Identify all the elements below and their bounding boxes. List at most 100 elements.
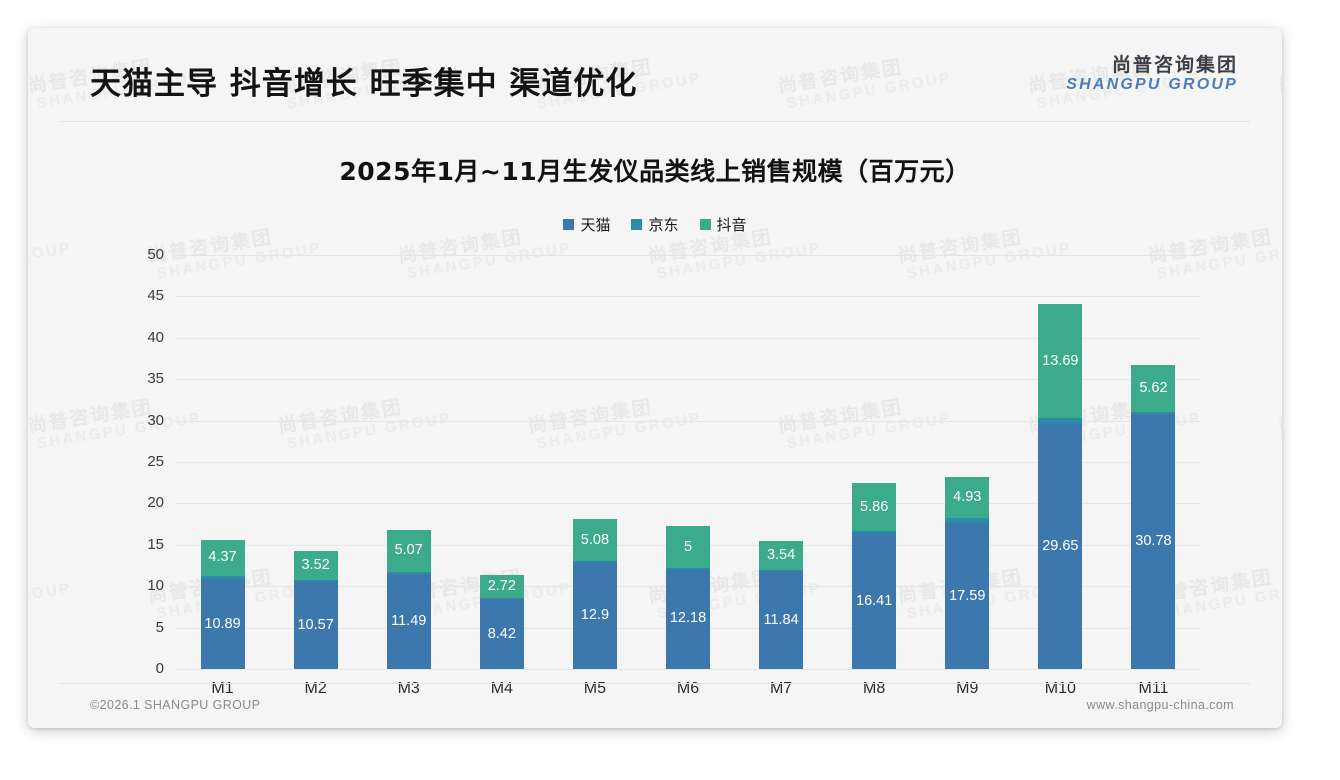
bar-segment[interactable]: 30.78 [1131,414,1176,669]
bar-value-label: 5.07 [394,542,423,559]
x-axis-tick-label: M4 [490,680,513,697]
bar-stack-m6[interactable]: 12.180.055 [666,255,710,669]
x-axis-tick-label: M9 [956,680,979,697]
bar-value-label: 12.9 [580,607,610,624]
bar-segment[interactable]: 0.25 [852,515,897,534]
bar-value-label: 5.08 [580,531,610,548]
bar-segment[interactable]: 0.7 [945,501,990,524]
bar-segment[interactable]: 3.54 [759,540,804,570]
bar-value-label: 29.65 [1042,538,1079,554]
bar-segment[interactable]: 10.89 [200,578,245,669]
bar-value-label: 13.69 [1042,352,1079,369]
bar-value-label: 10.57 [297,616,334,633]
page-title: 天猫主导 抖音增长 旺季集中 渠道优化 [90,66,638,102]
bar-stack-m4[interactable]: 8.42 0.172.72 [479,255,524,669]
bar-segment[interactable]: 2.72 [479,575,524,598]
slide-card: 尚普咨询集团 SHANGPU GROUP 尚普咨询集团 SHANGPU GROUP 尚普… [28,28,1282,728]
footer-website: www.shangpu-china.com [1086,698,1234,712]
chart-gridline [176,669,1200,670]
bar-segment[interactable]: 0.26 [386,555,431,574]
y-axis-tick-label: 45 [147,287,164,305]
bar-value-label: 11.84 [763,611,799,628]
y-axis-tick-label: 5 [155,618,164,636]
x-axis-tick-label: M3 [397,680,420,697]
bar-segment[interactable]: 10.57 [293,581,338,669]
bar-segment[interactable]: 11.49 [386,573,431,669]
bar-stack-m2[interactable]: 10.57 0.213.52 [293,255,338,669]
bar-value-label: 16.41 [856,592,893,609]
bar-value-label: 3.54 [766,547,796,564]
y-axis-tick-label: 50 [147,246,164,263]
bar-stack-m3[interactable]: 11.49 0.265.07 [386,255,431,669]
bar-segment[interactable]: 29.65 [1038,423,1083,669]
bar-segment[interactable]: 13.69 [1038,304,1083,418]
bar-segment[interactable]: 11.84 [759,570,804,669]
brand-logo-cn: 尚普咨询集团 [1111,54,1238,76]
chart-title: 2025年1月~11月生发仪品类线上销售规模（百万元） [339,157,971,186]
bar-segment[interactable]: 5.08 [572,518,617,561]
y-axis-tick-label: 0 [155,660,164,677]
bar-segment[interactable]: 12.18 [666,568,710,669]
bar-segment[interactable]: 4.37 [200,539,245,576]
legend-label: 抖音 [716,216,747,234]
legend-label: 天猫 [580,216,611,234]
bar-value-label: 5 [683,538,693,555]
y-axis-tick-label: 30 [147,411,164,429]
legend-item-2[interactable]: 抖音 [699,214,747,235]
legend-item-0[interactable]: 天猫 [563,214,610,235]
y-axis-tick-label: 20 [147,494,164,512]
x-axis-tick-label: M5 [583,680,607,697]
legend-item-1[interactable]: 京东 [631,214,679,235]
bar-segment[interactable]: 4.93 [945,476,990,518]
legend-label: 京东 [648,216,679,234]
chart-gridline [176,337,1200,339]
bar-stack-m5[interactable]: 12.9 0.155.08 [572,255,617,669]
bar-value-label: 11.49 [391,613,427,630]
chart-gridline [176,296,1200,298]
bar-stack-m8[interactable]: 16.41 0.255.86 [852,255,897,669]
x-axis-tick-label: M8 [863,680,886,697]
legend-swatch-icon [563,219,575,230]
bar-segment[interactable]: 5 [666,526,710,568]
bar-value-label: 4.37 [208,549,237,566]
bar-segment[interactable]: 0.37 [200,559,245,579]
bar-segment[interactable]: 5.07 [386,529,431,572]
legend-swatch-icon [631,219,643,230]
brand-logo-en: SHANGPU GROUP [1066,75,1238,93]
y-axis-tick-label: 35 [147,370,164,388]
footer-copyright: ©2026.1 SHANGPU GROUP [90,698,261,712]
chart-gridline [176,503,1200,505]
y-axis-tick-label: 10 [147,577,164,595]
bar-segment[interactable]: 3.52 [293,550,338,580]
bar-stack-m7[interactable]: 11.84 0.123.54 [759,255,804,669]
bar-segment[interactable]: 16.41 [852,533,897,669]
x-axis-tick-label: M7 [769,680,793,697]
footer-divider [60,683,1250,684]
y-axis-tick-label: 15 [147,535,164,553]
bar-segment[interactable]: 0.21 [293,563,338,582]
bar-value-label: 10.89 [204,615,241,632]
bar-segment[interactable]: 0.17 [479,581,524,600]
chart-gridline [176,462,1200,463]
bar-segment[interactable]: 17.59 [945,523,990,669]
bar-value-label: 2.72 [487,578,516,595]
chart-gridline [176,420,1200,422]
bar-segment[interactable]: 5.86 [852,482,897,532]
bar-segment[interactable]: 0.31 [1131,395,1176,415]
y-axis-tick-label: 25 [147,453,164,470]
y-axis-tick-label: 40 [147,328,164,346]
bar-segment[interactable]: 8.42 [479,599,524,669]
bar-segment[interactable]: 0.12 [759,553,804,571]
bar-stack-m11[interactable]: 30.78 0.315.62 [1131,255,1176,669]
bar-stack-m9[interactable]: 17.59 0.74.93 [945,255,990,669]
bar-stack-m10[interactable]: 29.65 0.69 13.69 [1038,255,1083,669]
bar-value-label: 4.93 [953,488,982,505]
bar-segment[interactable]: 12.9 [572,562,617,669]
bar-segment[interactable]: 5.62 [1131,365,1176,412]
bar-segment[interactable]: 0.15 [572,544,617,563]
bar-value-label: 5.62 [1139,380,1168,397]
header-divider [60,121,1250,122]
bar-value-label: 8.42 [487,625,516,642]
bar-segment[interactable]: 0.69 [1038,401,1083,424]
bar-stack-m1[interactable]: 10.89 0.374.37 [200,255,245,669]
